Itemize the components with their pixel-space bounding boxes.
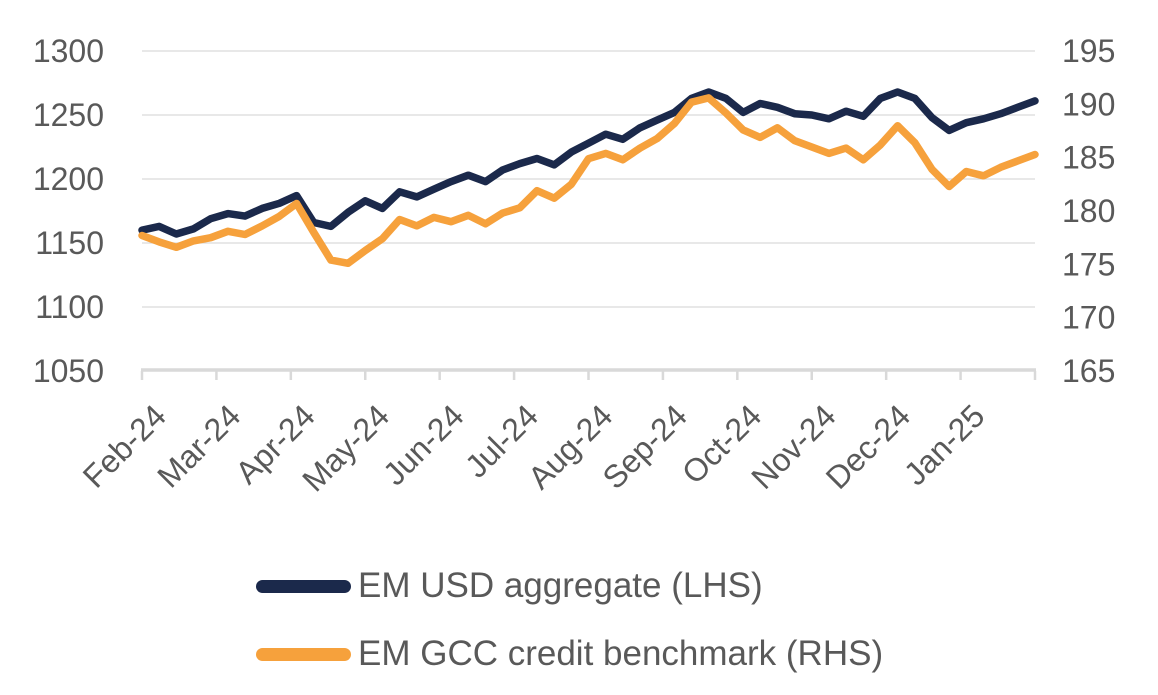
y-axis-label-right: 185 [1062,140,1115,176]
legend: EM USD aggregate (LHS) EM GCC credit ben… [256,566,883,674]
y-axis-label-right: 180 [1062,193,1115,229]
y-axis-label-right: 170 [1062,300,1115,336]
legend-label-em-usd-aggregate: EM USD aggregate (LHS) [358,566,763,605]
x-axis-label: Sep-24 [595,397,693,495]
x-axis-label: Dec-24 [819,397,917,495]
y-axis-label-left: 1300 [33,33,104,69]
series-line-em-gcc-credit-benchmark [138,94,1039,268]
legend-swatch-em-usd-aggregate [256,579,351,593]
y-axis-label-right: 195 [1062,33,1115,69]
y-axis-label-left: 1100 [35,289,104,325]
y-axis-label-left: 1200 [33,161,104,197]
y-axis-label-left: 1150 [35,225,104,261]
y-axis-label-left: 1250 [33,97,104,133]
y-axis-label-right: 175 [1062,246,1115,282]
legend-item-em-gcc-credit-benchmark: EM GCC credit benchmark (RHS) [256,634,883,674]
x-axis-label: Jun-24 [376,397,471,492]
x-axis-label: Feb-24 [76,397,173,494]
legend-label-em-gcc-credit-benchmark: EM GCC credit benchmark (RHS) [358,634,884,673]
y-axis-label-left: 1050 [33,353,104,389]
x-axis-label: Jan-25 [897,397,992,492]
legend-item-em-usd-aggregate: EM USD aggregate (LHS) [256,566,883,606]
x-axis-label: Nov-24 [744,397,842,495]
y-axis-label-right: 165 [1062,353,1115,389]
y-axis-label-right: 190 [1062,86,1115,122]
series-line-em-usd-aggregate [138,88,1039,238]
x-axis-label: Mar-24 [150,397,247,494]
x-axis-label: Aug-24 [521,397,619,495]
legend-swatch-em-gcc-credit-benchmark [256,647,351,661]
